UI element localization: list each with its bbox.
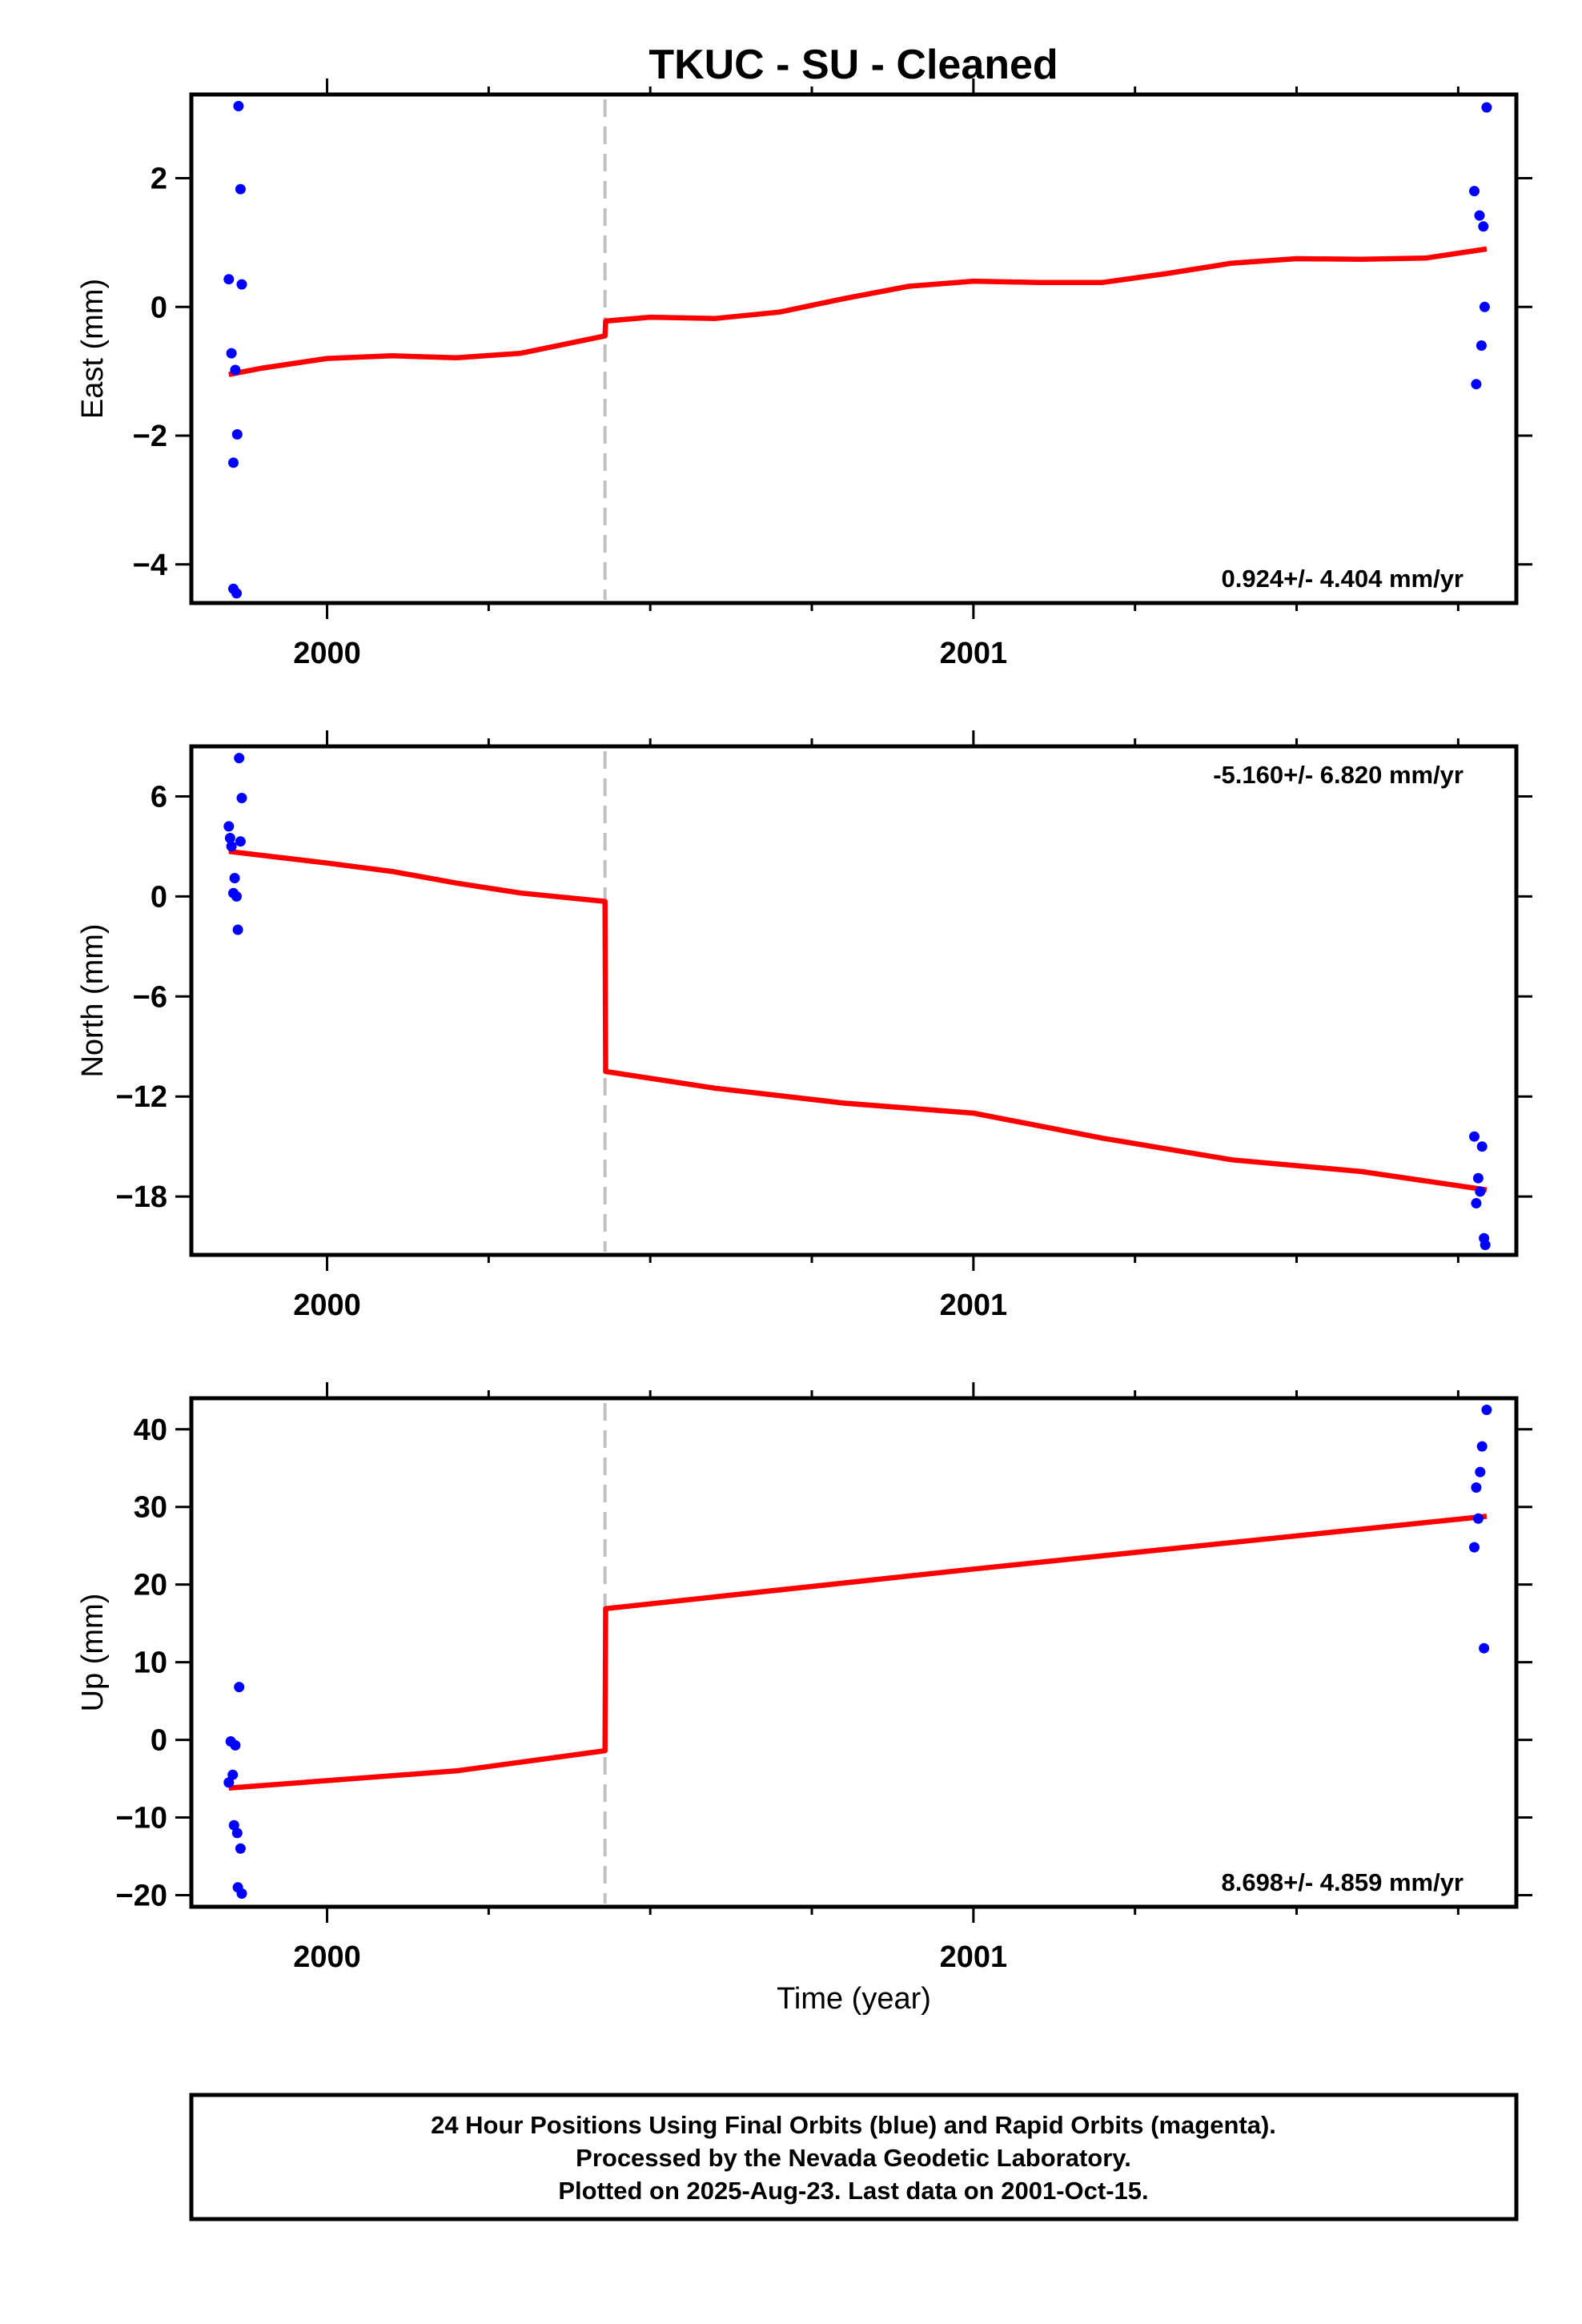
- y-tick-label: 40: [134, 1413, 167, 1447]
- y-tick-label: −6: [133, 980, 167, 1014]
- data-point: [232, 924, 243, 935]
- rate-label: -5.160+/- 6.820 mm/yr: [1213, 761, 1464, 789]
- rate-label: 0.924+/- 4.404 mm/yr: [1222, 565, 1464, 593]
- model-line-north: [228, 848, 1488, 1193]
- data-point: [235, 1843, 246, 1854]
- data-point: [236, 793, 247, 803]
- data-point: [1479, 301, 1490, 312]
- data-point: [1475, 1186, 1486, 1197]
- chart-title: TKUC - SU - Cleaned: [648, 42, 1058, 88]
- data-point: [1476, 1141, 1488, 1152]
- data-point: [1481, 102, 1492, 113]
- data-point: [229, 873, 240, 883]
- y-axis-label: East (mm): [76, 279, 110, 419]
- x-tick-label: 2001: [940, 1940, 1008, 1974]
- data-point: [228, 457, 239, 468]
- data-point: [236, 1888, 247, 1899]
- data-point: [1471, 1198, 1482, 1208]
- data-point: [1469, 1542, 1480, 1553]
- footer-box: 24 Hour Positions Using Final Orbits (bl…: [189, 2093, 1519, 2221]
- data-point: [235, 836, 246, 847]
- footer-line-2: Processed by the Nevada Geodetic Laborat…: [576, 2144, 1131, 2172]
- data-points-up: [223, 1405, 1492, 1899]
- panel-north: −18 −12 −6 0 6 2000 2001 North (mm) -5.160+/- 6.…: [76, 730, 1532, 1322]
- data-point: [1469, 186, 1480, 197]
- plot-frame: [189, 1396, 1519, 1909]
- data-point: [1481, 1405, 1492, 1415]
- data-point: [223, 274, 235, 285]
- y-tick-label: 0: [151, 880, 167, 914]
- y-tick-label: −12: [116, 1080, 167, 1114]
- data-point: [1471, 379, 1482, 390]
- x-tick-label: 2001: [940, 1289, 1008, 1322]
- data-points-north: [223, 753, 1491, 1250]
- data-point: [233, 101, 244, 111]
- x-tick-label: 2000: [293, 637, 361, 670]
- x-tick-label: 2001: [940, 637, 1008, 670]
- data-point: [224, 833, 235, 843]
- data-point: [231, 1827, 243, 1839]
- data-point: [236, 279, 247, 290]
- data-point: [1476, 1441, 1488, 1452]
- data-point: [1476, 340, 1487, 351]
- data-point: [223, 1777, 235, 1788]
- x-tick-label: 2000: [293, 1289, 361, 1322]
- data-point: [235, 183, 246, 195]
- y-tick-label: −4: [133, 549, 167, 582]
- data-point: [1474, 210, 1485, 221]
- panel-up: −20 −10 0 10 20 30 40 2000 2001 Up (mm) Time (year…: [76, 1382, 1532, 2016]
- data-point: [1472, 1513, 1484, 1524]
- data-point: [1471, 1482, 1482, 1493]
- data-point: [1472, 1172, 1484, 1184]
- plot-frame: [189, 92, 1519, 605]
- y-tick-label: −10: [116, 1802, 167, 1835]
- y-tick-label: 0: [151, 1724, 167, 1758]
- y-tick-label: −2: [133, 420, 167, 453]
- y-tick-label: 20: [134, 1569, 167, 1602]
- rate-label: 8.698+/- 4.859 mm/yr: [1222, 1868, 1464, 1896]
- model-line-east: [228, 246, 1488, 377]
- footer-line-3: Plotted on 2025-Aug-23. Last data on 200…: [558, 2177, 1148, 2205]
- data-point: [231, 891, 242, 902]
- data-point: [234, 1682, 245, 1693]
- data-point: [1469, 1131, 1480, 1142]
- data-point: [230, 1739, 241, 1751]
- y-tick-label: 2: [151, 162, 167, 195]
- data-point: [1479, 1642, 1490, 1654]
- y-tick-label: 0: [151, 291, 167, 324]
- footer-line-1: 24 Hour Positions Using Final Orbits (bl…: [431, 2111, 1276, 2139]
- data-point: [226, 348, 237, 359]
- data-point: [1480, 1240, 1491, 1250]
- data-point: [227, 1769, 239, 1780]
- x-tick-label: 2000: [293, 1940, 361, 1974]
- y-tick-label: −20: [116, 1879, 167, 1912]
- y-tick-label: −18: [116, 1180, 167, 1214]
- data-point: [226, 841, 237, 852]
- y-axis-label: Up (mm): [76, 1594, 110, 1712]
- plot-frame: [189, 744, 1519, 1257]
- y-tick-label: 30: [134, 1491, 167, 1525]
- data-point: [223, 821, 235, 832]
- data-point: [234, 753, 245, 764]
- data-point: [1475, 1466, 1486, 1478]
- data-points-east: [223, 101, 1492, 599]
- y-tick-label: 6: [151, 780, 167, 814]
- y-tick-label: 10: [134, 1647, 167, 1680]
- panel-east: −4 −2 0 2 2000 2001 East (mm) 0.924+/- 4.404 mm…: [76, 78, 1532, 670]
- x-axis-label: Time (year): [777, 1982, 931, 2016]
- model-line-up: [228, 1514, 1488, 1791]
- data-point: [231, 588, 242, 599]
- data-point: [230, 364, 241, 376]
- y-axis-label: North (mm): [76, 923, 110, 1077]
- data-point: [1478, 221, 1489, 232]
- data-point: [231, 428, 243, 440]
